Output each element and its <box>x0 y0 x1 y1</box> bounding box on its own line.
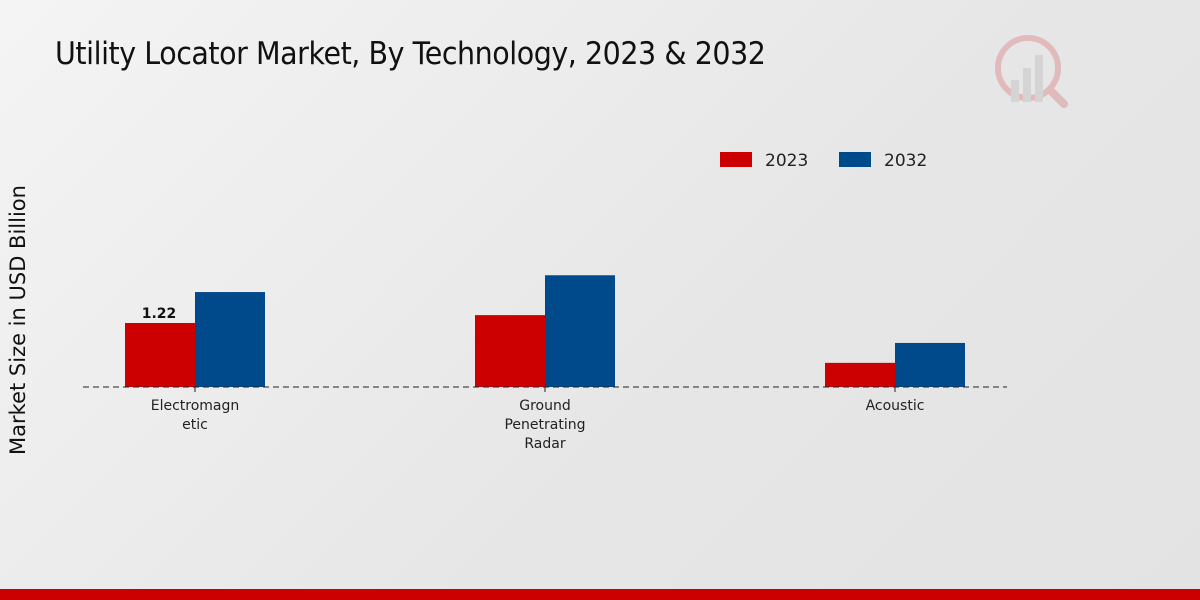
x-tick-label: Penetrating <box>504 417 585 433</box>
legend-swatch-2023 <box>720 152 752 167</box>
bar-2032-2 <box>895 342 965 387</box>
bar-2023-2 <box>825 362 895 387</box>
bar-2032-1 <box>545 275 615 387</box>
bar-2032-0 <box>195 292 265 387</box>
data-label: 1.22 <box>142 306 177 322</box>
chart-title: Utility Locator Market, By Technology, 2… <box>55 36 766 72</box>
legend-label-2023: 2023 <box>765 151 808 171</box>
legend-swatch-2032 <box>839 152 871 167</box>
logo-watermark <box>995 35 1068 108</box>
footer-bar <box>0 589 1200 600</box>
bar-2023-0 <box>125 323 195 387</box>
x-tick-label: Electromagn <box>151 398 240 414</box>
x-tick-label: Radar <box>524 436 565 452</box>
bar-2023-1 <box>475 315 545 387</box>
x-tick-label: Ground <box>519 398 571 414</box>
x-tick-label: etic <box>182 417 208 433</box>
x-tick-label: Acoustic <box>866 398 925 414</box>
legend-label-2032: 2032 <box>884 151 927 171</box>
